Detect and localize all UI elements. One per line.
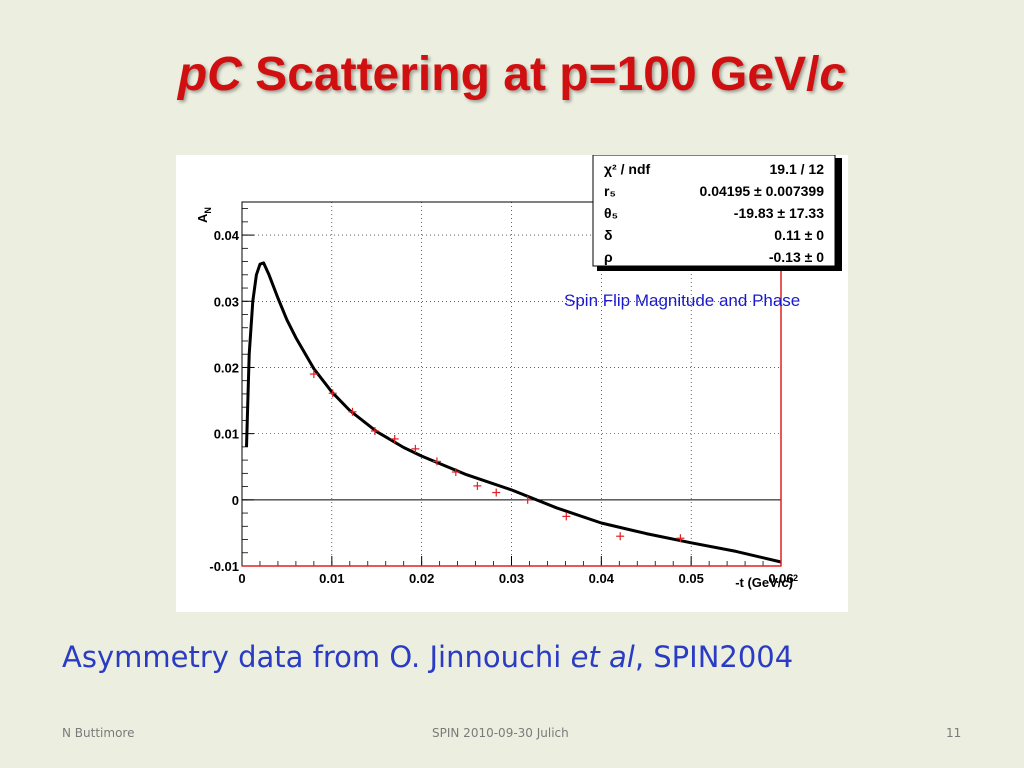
data-point: [451, 468, 460, 477]
data-point: [676, 534, 685, 543]
y-axis-label: AN: [195, 207, 213, 223]
data-point: [411, 444, 420, 453]
chart-annotation: Spin Flip Magnitude and Phase: [564, 291, 800, 310]
stats-row-value: -0.13 ± 0: [769, 249, 824, 265]
x-tick-label: 0.01: [319, 571, 344, 586]
asymmetry-chart: 0 0.01 0.02 0.03 0.04 0.05 0.06 -0.0100.010.02…: [195, 155, 842, 590]
x-tick-label: 0.03: [499, 571, 524, 586]
data-points: [309, 370, 685, 543]
data-point: [370, 426, 379, 435]
title-part-3: c: [819, 48, 847, 101]
caption-part-3: , SPIN2004: [634, 640, 794, 674]
caption-part-2: et al: [570, 640, 635, 674]
slide-title: pC Scattering at p=100 GeV/c: [0, 45, 1024, 105]
y-tick-label: 0.03: [214, 294, 239, 309]
title-part-1: pC: [177, 48, 242, 101]
data-point: [432, 457, 441, 466]
stats-row-name: χ² / ndf: [604, 161, 650, 177]
stats-row-name: θ₅: [604, 205, 618, 221]
data-point: [523, 495, 532, 504]
data-point: [562, 512, 571, 521]
y-tick-labels: -0.01 0 0.01 0.02 0.03 0.04: [209, 228, 239, 574]
y-tick-label: 0.01: [214, 427, 239, 442]
stats-box-frame: [592, 155, 836, 267]
stats-row-value: 19.1 / 12: [770, 161, 825, 177]
data-point: [492, 488, 501, 497]
x-tick-label: 0: [238, 571, 245, 586]
x-tick-labels: 0 0.01 0.02 0.03 0.04 0.05 0.06: [238, 571, 793, 586]
footer-author: N Buttimore: [62, 726, 135, 740]
footer-page-number: 11: [946, 726, 962, 740]
data-point: [348, 407, 357, 416]
data-point: [390, 434, 399, 443]
caption-part-1: Asymmetry data from O. Jinnouchi: [62, 640, 571, 674]
stats-row-value: -19.83 ± 17.33: [734, 205, 824, 221]
data-point: [309, 370, 318, 379]
x-tick-label: 0.05: [679, 571, 704, 586]
stats-row-name: ρ: [604, 249, 613, 265]
x-tick-label: 0.04: [589, 571, 615, 586]
footer-conference: SPIN 2010-09-30 Julich: [432, 726, 569, 740]
data-point: [616, 532, 625, 541]
stats-row-value: 0.04195 ± 0.007399: [700, 183, 825, 199]
data-point: [473, 481, 482, 490]
x-tick-label: 0.06: [768, 571, 793, 586]
fit-stats-box: χ² / ndf 19.1 / 12 r₅ 0.04195 ± 0.007399 θ₅ -…: [592, 155, 842, 271]
caption: Asymmetry data from O. Jinnouchi et al, …: [62, 640, 793, 674]
stats-row-name: r₅: [604, 183, 616, 199]
title-part-2: Scattering at p=100 GeV/: [241, 48, 820, 101]
x-axis-label: -t (GeV/c)2: [735, 573, 798, 590]
data-point: [328, 389, 337, 398]
stats-row-value: 0.11 ± 0: [774, 227, 824, 243]
stats-row-name: δ: [604, 227, 613, 243]
y-tick-label: 0.04: [214, 228, 240, 243]
y-tick-label: 0: [232, 493, 239, 508]
x-tick-label: 0.02: [409, 571, 434, 586]
y-tick-label: 0.02: [214, 360, 239, 375]
y-tick-label: -0.01: [209, 559, 239, 574]
plot-panel: 0 0.01 0.02 0.03 0.04 0.05 0.06 -0.01 0 0.01 0.02…: [176, 155, 848, 612]
fit-curve: [245, 261, 782, 564]
